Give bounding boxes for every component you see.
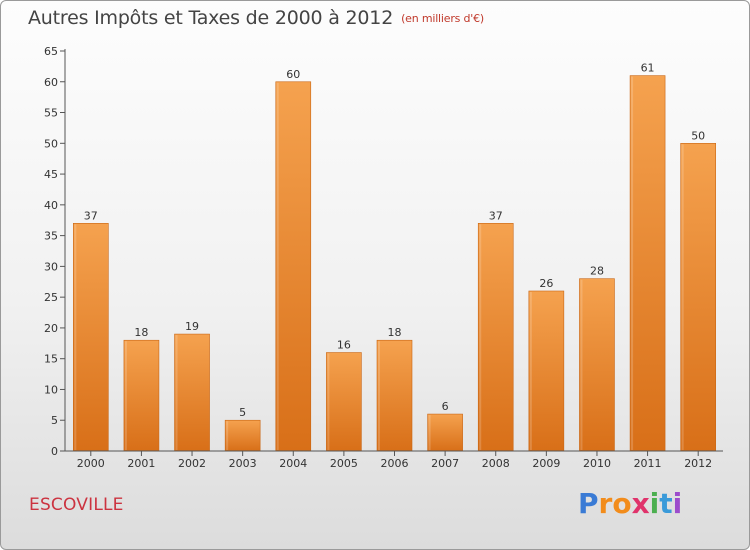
y-tick-label: 65 xyxy=(44,45,58,58)
data-label-2008: 37 xyxy=(489,209,503,222)
chart-title-text: Autres Impôts et Taxes de 2000 à 2012 xyxy=(28,7,394,29)
data-label-2012: 50 xyxy=(691,129,705,142)
x-axis: 2000 2001 2002 2003 2004 2005 2006 2007 2008 2009… xyxy=(65,450,723,470)
data-label-2000: 37 xyxy=(84,209,98,222)
y-tick-label: 45 xyxy=(44,168,58,181)
bar-2006 xyxy=(376,339,413,452)
bar-highlight xyxy=(428,415,431,450)
bar-2009 xyxy=(528,290,565,452)
bar-2001 xyxy=(123,339,160,452)
y-tick-label: 30 xyxy=(44,260,58,273)
bar-highlight xyxy=(74,224,77,450)
data-label-2010: 28 xyxy=(590,265,604,278)
logo-letter: r xyxy=(598,487,613,520)
bar-2004 xyxy=(275,81,312,452)
logo-letter: i xyxy=(672,487,683,520)
y-tick-label: 50 xyxy=(44,137,58,150)
x-tick-label-2001: 2001 xyxy=(127,457,155,470)
bar-highlight xyxy=(529,292,532,450)
bar-2000 xyxy=(73,223,109,452)
proxiti-logo: Proxiti xyxy=(578,487,682,520)
x-tick-label-2005: 2005 xyxy=(330,457,358,470)
chart-title: Autres Impôts et Taxes de 2000 à 2012 (en… xyxy=(28,7,484,29)
data-label-2001: 18 xyxy=(134,326,148,339)
x-tick-label-2000: 2000 xyxy=(77,457,105,470)
data-label-2006: 18 xyxy=(388,326,402,339)
bar-2005 xyxy=(326,352,362,452)
logo-letter: i xyxy=(649,487,660,520)
data-label-2007: 6 xyxy=(442,400,449,413)
data-label-2003: 5 xyxy=(239,406,246,419)
bar-2012 xyxy=(680,143,716,452)
x-tick-label-2010: 2010 xyxy=(583,457,611,470)
bar-2007 xyxy=(427,413,463,452)
data-label-2004: 60 xyxy=(286,68,300,81)
logo-letter: t xyxy=(659,487,673,520)
y-axis: 0 5 10 15 20 25 30 35 40 45 50 55 60 65 xyxy=(44,45,66,458)
bars-group: 37 18 19 5 60 16 18 6 37 26 28 61 50 xyxy=(73,62,716,452)
bar-highlight xyxy=(276,82,279,451)
y-tick-label: 10 xyxy=(44,383,58,396)
bar-2008 xyxy=(477,223,514,452)
bar-highlight xyxy=(580,279,583,450)
bar-highlight xyxy=(631,76,634,450)
bar-highlight xyxy=(124,341,127,450)
data-label-2009: 26 xyxy=(539,277,553,290)
bar-highlight xyxy=(479,224,482,450)
x-tick-label-2008: 2008 xyxy=(482,457,510,470)
y-tick-label: 0 xyxy=(51,445,58,458)
bar-2011 xyxy=(629,75,666,452)
x-tick-label-2011: 2011 xyxy=(634,457,662,470)
logo-letter: P xyxy=(578,487,599,520)
logo-letter: x xyxy=(631,487,650,520)
y-tick-label: 40 xyxy=(44,199,58,212)
y-tick-label: 60 xyxy=(44,76,58,89)
y-tick-label: 35 xyxy=(44,230,58,243)
y-tick-label: 55 xyxy=(44,107,58,120)
bar-highlight xyxy=(226,421,229,450)
x-tick-label-2006: 2006 xyxy=(381,457,409,470)
data-label-2011: 61 xyxy=(641,62,655,75)
logo-letter: o xyxy=(612,487,632,520)
data-label-2002: 19 xyxy=(185,320,199,333)
x-tick-label-2012: 2012 xyxy=(684,457,712,470)
x-tick-label-2009: 2009 xyxy=(532,457,560,470)
x-tick-label-2003: 2003 xyxy=(229,457,257,470)
commune-name: ESCOVILLE xyxy=(29,495,124,515)
chart-unit: (en milliers d'€) xyxy=(401,12,484,25)
bar-2003 xyxy=(224,419,261,452)
data-label-2005: 16 xyxy=(337,339,351,352)
x-tick-label-2004: 2004 xyxy=(279,457,307,470)
x-tick-label-2002: 2002 xyxy=(178,457,206,470)
y-tick-label: 15 xyxy=(44,353,58,366)
y-tick-label: 5 xyxy=(51,414,58,427)
y-tick-label: 25 xyxy=(44,291,58,304)
bar-2002 xyxy=(174,333,210,452)
bar-2010 xyxy=(579,278,615,452)
x-tick-label-2007: 2007 xyxy=(431,457,459,470)
y-tick-label: 20 xyxy=(44,322,58,335)
bar-highlight xyxy=(175,335,178,450)
bar-highlight xyxy=(327,353,330,450)
bar-highlight xyxy=(681,144,684,451)
bar-highlight xyxy=(378,341,380,450)
